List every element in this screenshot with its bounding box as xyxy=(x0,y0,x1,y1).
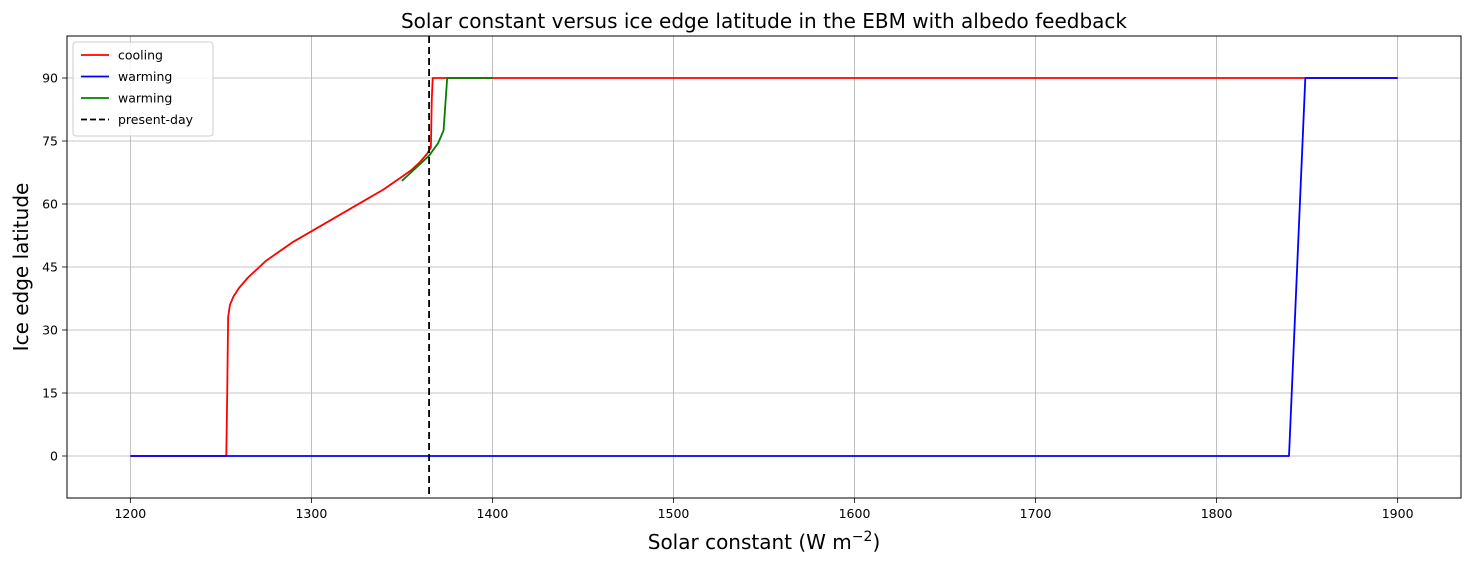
legend-box xyxy=(72,41,214,137)
legend-label: present-day xyxy=(118,112,194,127)
y-tick-label: 30 xyxy=(42,323,58,338)
legend-label: cooling xyxy=(118,48,163,63)
x-tick-label: 1500 xyxy=(658,506,690,521)
x-axis-label-main: Solar constant (W m xyxy=(648,530,852,554)
x-axis-label-superscript: −2 xyxy=(852,529,873,545)
y-tick-label: 60 xyxy=(42,197,58,212)
x-tick-label: 1400 xyxy=(477,506,509,521)
x-tick-label: 1800 xyxy=(1201,506,1233,521)
chart-title: Solar constant versus ice edge latitude … xyxy=(401,9,1127,33)
y-tick-label: 75 xyxy=(42,134,58,149)
x-axis-label-end: ) xyxy=(872,530,880,554)
x-tick-label: 1200 xyxy=(114,506,146,521)
legend-label: warming xyxy=(118,91,172,106)
series-line-warming xyxy=(130,77,1398,457)
y-axis-label: Ice edge latitude xyxy=(9,183,33,352)
y-tick-label: 90 xyxy=(42,71,58,86)
x-axis-label: Solar constant (W m−2) xyxy=(648,529,881,554)
legend: cooling warming warming present-day xyxy=(72,41,214,137)
y-tick-label: 45 xyxy=(42,260,58,275)
axis-ticks: 1200 1300 1400 1500 1600 1700 1800 1900 0 15 30 45 6… xyxy=(42,71,1413,522)
legend-label: warming xyxy=(118,69,172,84)
series-layer xyxy=(130,36,1398,498)
grid-lines xyxy=(67,36,1461,498)
series-line-warming xyxy=(401,77,493,182)
y-tick-label: 0 xyxy=(50,449,58,464)
x-tick-label: 1900 xyxy=(1382,506,1414,521)
y-tick-label: 15 xyxy=(42,386,58,401)
x-tick-label: 1600 xyxy=(839,506,871,521)
x-tick-label: 1700 xyxy=(1020,506,1052,521)
x-tick-label: 1300 xyxy=(295,506,327,521)
